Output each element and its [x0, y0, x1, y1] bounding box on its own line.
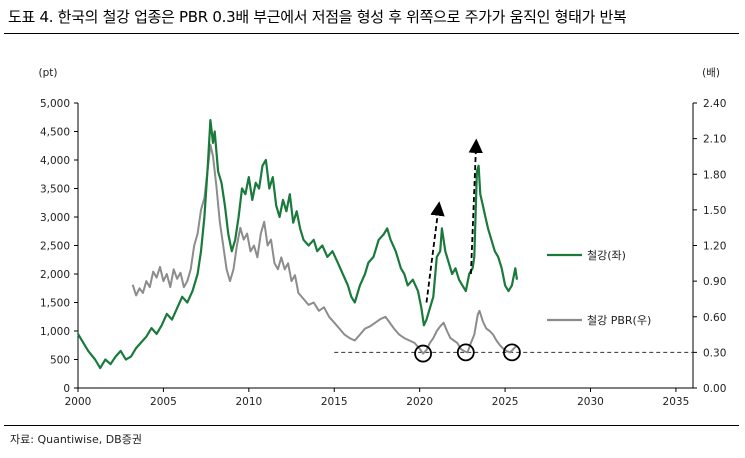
right-tick-label: 0.60 — [703, 312, 726, 324]
right-tick-label: 2.40 — [703, 98, 726, 110]
left-tick-label: 2,000 — [40, 269, 70, 281]
right-axis-unit: (배) — [702, 67, 720, 79]
x-tick-label: 2015 — [321, 396, 348, 408]
low-circle — [456, 343, 475, 362]
right-tick-label: 0.30 — [703, 347, 726, 359]
x-tick-label: 2020 — [406, 396, 433, 408]
x-tick-label: 2010 — [235, 396, 262, 408]
left-tick-label: 0 — [63, 383, 70, 395]
chart-legend: 철강(좌) 철강 PBR(우) — [547, 249, 651, 327]
left-tick-label: 4,000 — [40, 155, 70, 167]
chart-marks — [77, 119, 693, 370]
chart-ticks: (pt) (배) 0 500 1,000 1,500 2,000 2,500 3,000 3,50… — [39, 67, 727, 408]
left-tick-label: 1,000 — [40, 326, 70, 338]
steel-sector-chart: (pt) (배) 0 500 1,000 1,500 2,000 2,500 3,000 3,50… — [39, 67, 727, 408]
x-tick-label: 2025 — [492, 396, 519, 408]
right-tick-label: 0.90 — [703, 276, 726, 288]
legend-steel-index-label: 철강(좌) — [587, 249, 626, 262]
chart-source: 자료: Quantiwise, DB증권 — [10, 433, 142, 446]
steel-pbr-line — [131, 143, 518, 355]
x-tick-label: 2035 — [663, 396, 690, 408]
left-tick-label: 500 — [50, 355, 70, 367]
right-tick-label: 1.50 — [703, 205, 726, 217]
left-tick-label: 5,000 — [40, 98, 70, 110]
low-circle — [414, 344, 432, 363]
steel-index-line — [77, 119, 519, 370]
x-tick-label: 2005 — [150, 396, 177, 408]
x-tick-label: 2000 — [65, 396, 92, 408]
low-circle — [503, 343, 521, 362]
x-tick-label: 2030 — [577, 396, 604, 408]
right-tick-label: 2.10 — [703, 134, 726, 146]
left-tick-label: 3,500 — [40, 184, 70, 196]
left-tick-label: 4,500 — [40, 127, 70, 139]
right-tick-label: 0.00 — [703, 383, 726, 395]
left-axis-unit: (pt) — [39, 67, 58, 79]
left-tick-label: 1,500 — [40, 298, 70, 310]
left-tick-label: 3,000 — [40, 212, 70, 224]
source-divider — [4, 425, 739, 426]
chart-title: 도표 4. 한국의 철강 업종은 PBR 0.3배 부근에서 저점을 형성 후 … — [8, 8, 627, 26]
left-tick-label: 2,500 — [40, 241, 70, 253]
trend-arrow — [468, 138, 483, 275]
chart-axes — [77, 103, 694, 389]
right-tick-label: 1.80 — [703, 169, 726, 181]
title-divider — [4, 33, 739, 34]
legend-steel-pbr-label: 철강 PBR(우) — [587, 314, 651, 327]
right-tick-label: 1.20 — [703, 241, 726, 253]
